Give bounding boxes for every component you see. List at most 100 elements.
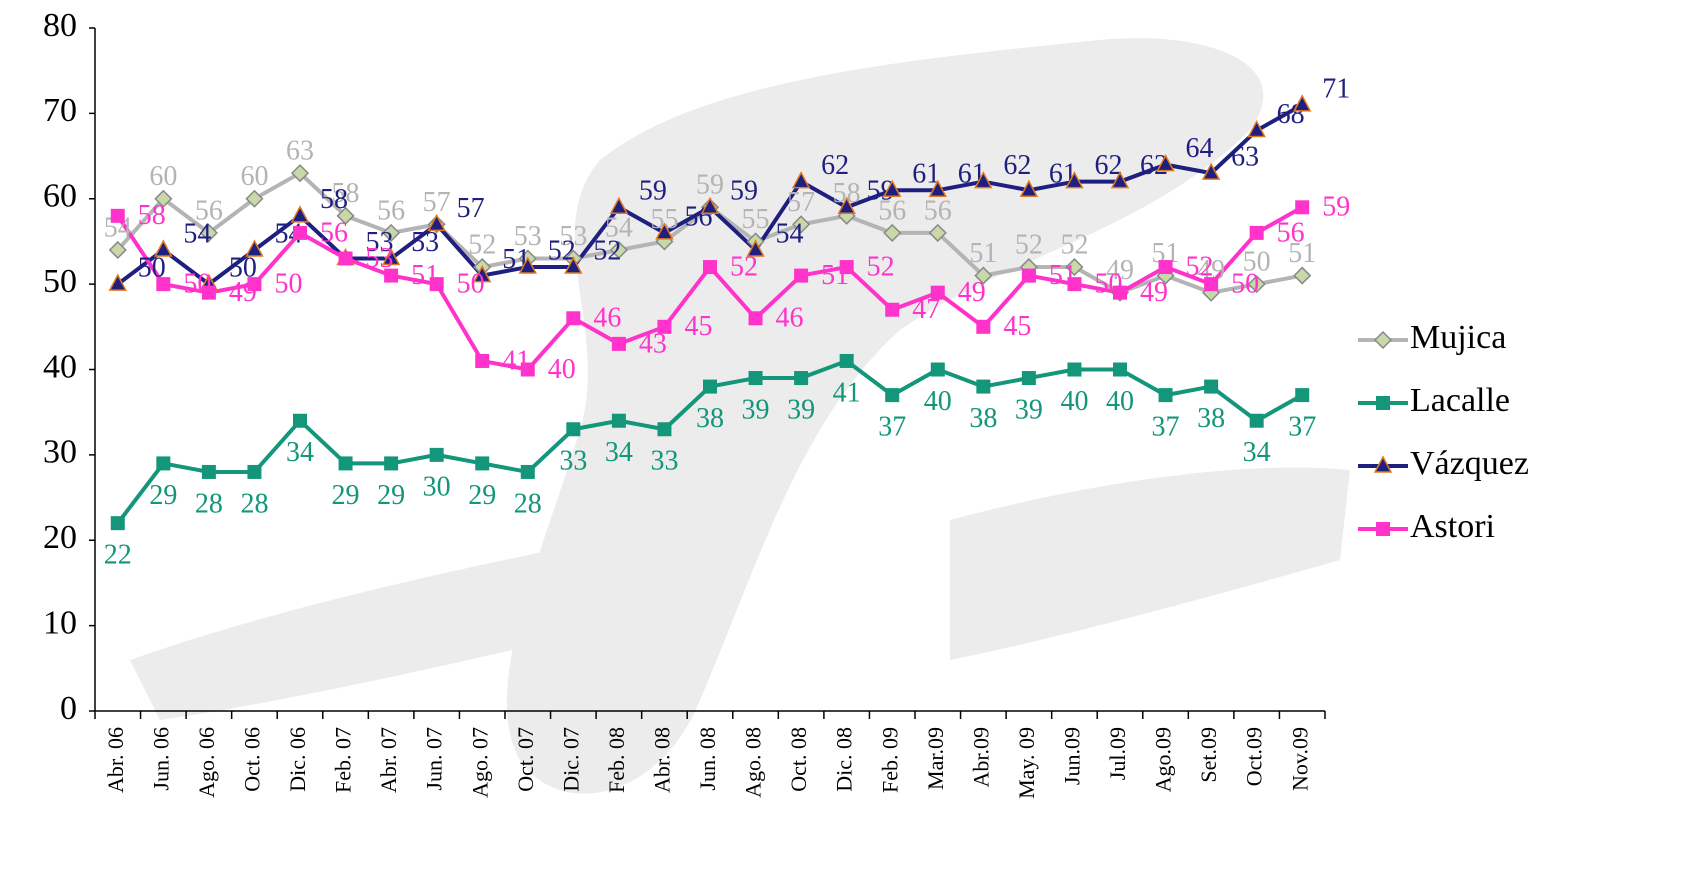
data-label: 40 — [1060, 386, 1088, 417]
x-tick-label: Ago. 07 — [467, 727, 492, 798]
data-label: 52 — [593, 235, 621, 266]
data-label: 37 — [1288, 412, 1316, 443]
marker — [110, 208, 125, 223]
data-label: 62 — [1003, 150, 1031, 181]
data-label: 22 — [104, 540, 132, 571]
marker — [885, 302, 900, 317]
data-label: 33 — [650, 446, 678, 477]
data-label: 56 — [377, 195, 405, 226]
y-tick-label: 80 — [43, 7, 77, 44]
data-label: 63 — [286, 136, 314, 167]
marker — [885, 388, 900, 403]
y-tick-label: 0 — [60, 690, 77, 727]
data-label: 57 — [457, 193, 485, 224]
marker — [794, 371, 809, 386]
data-label: 37 — [1152, 412, 1180, 443]
data-label: 50 — [1243, 247, 1271, 278]
marker — [1201, 162, 1221, 180]
marker — [1021, 268, 1036, 283]
data-label: 40 — [1106, 386, 1134, 417]
x-tick-label: Jun. 08 — [695, 727, 720, 791]
data-label: 52 — [1015, 229, 1043, 260]
marker — [1373, 455, 1393, 473]
data-label: 53 — [411, 227, 439, 258]
y-tick-label: 10 — [43, 604, 77, 641]
data-label: 57 — [787, 187, 815, 218]
marker — [1113, 362, 1127, 377]
data-label: 56 — [878, 195, 906, 226]
marker — [930, 285, 945, 300]
data-label: 53 — [514, 221, 542, 252]
marker — [1204, 277, 1219, 292]
data-label: 60 — [149, 161, 177, 192]
marker — [746, 239, 765, 257]
x-tick-label: Abr. 06 — [103, 727, 128, 793]
data-label: 50 — [1231, 269, 1259, 300]
x-tick-label: Oct. 08 — [786, 727, 811, 792]
data-label: 39 — [742, 394, 770, 425]
data-label: 52 — [730, 251, 758, 282]
x-tick-label: Feb. 09 — [877, 727, 902, 793]
marker — [700, 196, 720, 215]
marker — [293, 225, 307, 240]
x-tick-label: Oct. 06 — [239, 727, 264, 792]
marker — [245, 189, 264, 208]
marker — [338, 251, 353, 266]
marker — [1158, 388, 1173, 403]
data-label: 45 — [684, 311, 712, 342]
data-label: 53 — [559, 221, 587, 252]
data-label: 50 — [274, 269, 302, 300]
data-label: 33 — [559, 446, 587, 477]
marker — [703, 260, 717, 275]
marker — [976, 319, 991, 334]
x-tick-label: Abr. 08 — [649, 727, 674, 793]
marker — [839, 353, 854, 368]
data-label: 28 — [240, 488, 268, 519]
data-label: 55 — [742, 204, 770, 235]
data-label: 64 — [1186, 133, 1214, 164]
marker — [748, 371, 763, 386]
marker — [1065, 257, 1084, 277]
x-tick-label: Mar.09 — [923, 727, 948, 790]
marker — [1376, 396, 1390, 410]
y-tick-label: 20 — [43, 519, 77, 556]
data-label: 51 — [1288, 238, 1316, 269]
marker — [290, 205, 310, 223]
marker — [1247, 119, 1266, 138]
marker — [1247, 275, 1266, 294]
marker — [201, 464, 216, 479]
marker — [930, 362, 945, 377]
y-tick-label: 40 — [43, 348, 77, 385]
x-tick-label: Dic. 08 — [832, 727, 857, 792]
marker — [1292, 94, 1312, 112]
marker — [293, 413, 307, 428]
marker — [247, 277, 262, 292]
legend-label: Vázquez — [1410, 445, 1529, 482]
data-label: 37 — [878, 412, 906, 443]
data-label: 58 — [320, 184, 348, 215]
data-label: 30 — [423, 471, 451, 502]
marker — [427, 213, 446, 232]
marker — [338, 456, 353, 471]
legend-label: Astori — [1410, 508, 1495, 545]
x-tick-label: Oct. 07 — [513, 727, 538, 792]
marker — [154, 239, 173, 257]
marker — [154, 189, 173, 208]
data-label: 62 — [821, 150, 849, 181]
data-label: 39 — [787, 394, 815, 425]
marker — [156, 456, 171, 471]
data-label: 49 — [1140, 277, 1168, 308]
marker — [245, 239, 264, 257]
marker — [199, 223, 218, 242]
marker — [974, 266, 993, 285]
marker — [883, 223, 902, 242]
data-label: 34 — [1243, 437, 1271, 468]
data-label: 29 — [468, 480, 496, 511]
marker — [564, 256, 583, 274]
marker — [384, 456, 399, 471]
marker — [791, 171, 811, 189]
marker — [611, 336, 626, 351]
data-label: 38 — [969, 403, 997, 434]
data-label: 28 — [195, 488, 223, 519]
